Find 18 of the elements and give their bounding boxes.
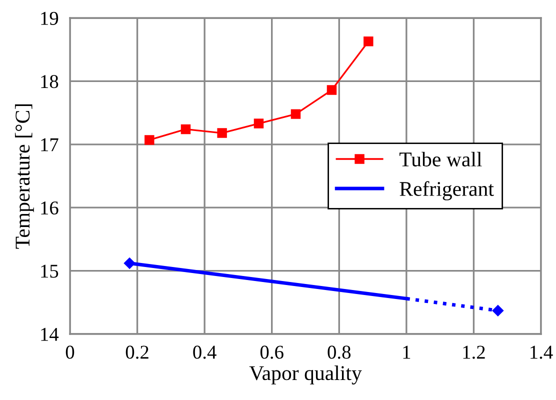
y-axis-title: Temperature [°C]: [14, 104, 34, 249]
x-tick-label: 0.8: [328, 346, 351, 359]
y-tick-label: 18: [41, 75, 58, 88]
legend-label: Refrigerant: [400, 181, 494, 200]
x-tick-label: 0.6: [260, 346, 284, 359]
x-tick-label: 1.4: [530, 346, 553, 359]
x-tick-label: 0.2: [126, 346, 148, 359]
x-tick-label: 0: [66, 346, 74, 359]
y-tick-label: 19: [41, 12, 58, 25]
legend-label: Tube wall: [400, 152, 482, 166]
x-axis-title: Vapor quality: [249, 366, 362, 384]
x-tick-label: 0.4: [193, 346, 216, 359]
x-tick-label: 1.2: [463, 346, 485, 359]
y-tick-label: 14: [41, 328, 59, 341]
y-tick-label: 17: [41, 138, 58, 152]
y-tick-label: 16: [41, 201, 58, 215]
x-tick-label: 1: [403, 346, 410, 359]
y-tick-label: 15: [41, 264, 58, 278]
